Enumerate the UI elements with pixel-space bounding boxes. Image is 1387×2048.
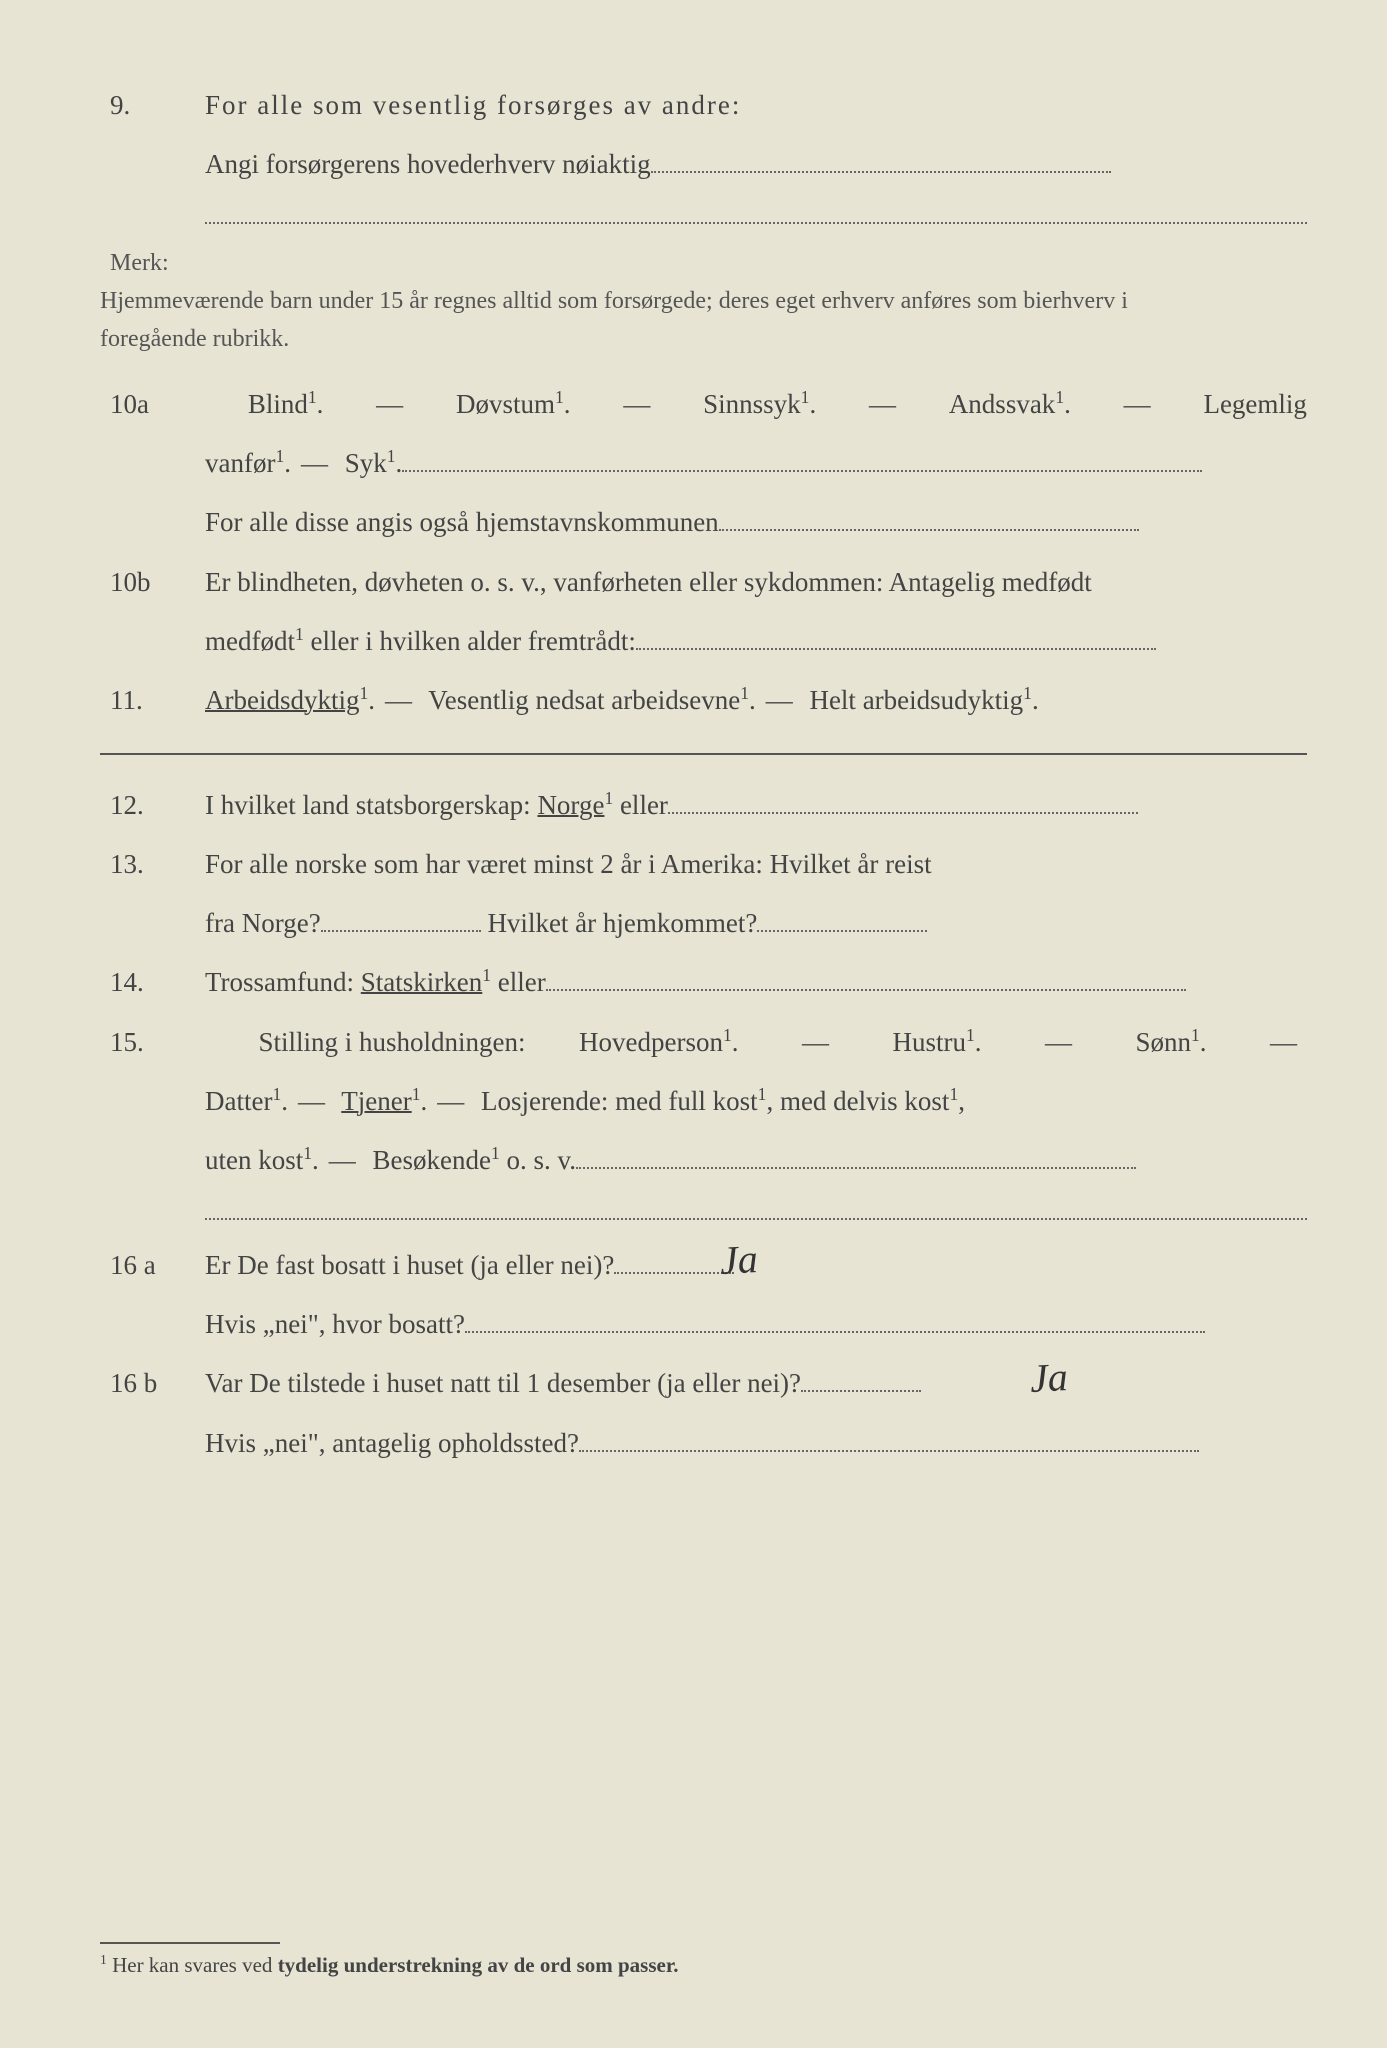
q9-line2: Angi forsørgerens hovederhverv nøiaktig	[205, 149, 651, 179]
q15-opt6c[interactable]: uten kost	[205, 1145, 303, 1175]
q9-num: 9.	[100, 80, 205, 131]
q16b-blank2[interactable]	[579, 1450, 1199, 1452]
q13-line2a: fra Norge?	[205, 908, 321, 938]
footnote-rule	[100, 1942, 280, 1944]
q11-opt3[interactable]: Helt arbeidsudyktig	[809, 685, 1023, 715]
q14-row: 14. Trossamfund: Statskirken1 eller	[100, 957, 1307, 1008]
q10a-opt3[interactable]: Sinnssyk	[703, 389, 801, 419]
q15-opt6b[interactable]: med delvis kost	[780, 1086, 950, 1116]
q15-row2: Datter1.— Tjener1.— Losjerende: med full…	[100, 1076, 1307, 1127]
q10b-num: 10b	[100, 557, 205, 608]
q10b-text2: eller i hvilken alder fremtrådt:	[304, 626, 636, 656]
q10a-row2: vanfør1.— Syk1.	[100, 438, 1307, 489]
q10a-blank2[interactable]	[719, 529, 1139, 531]
q10b-blank[interactable]	[636, 648, 1156, 650]
q9-row2: Angi forsørgerens hovederhverv nøiaktig	[100, 139, 1307, 190]
footnote-text: Her kan svares ved	[112, 1953, 278, 1977]
q10a-num: 10a	[100, 379, 205, 430]
q12-opt1[interactable]: Norge	[537, 790, 604, 820]
q10a-line3: For alle disse angis også hjemstavnskomm…	[205, 507, 719, 537]
q12-blank[interactable]	[668, 812, 1138, 814]
q15-num: 15.	[100, 1017, 205, 1068]
q15-opt7[interactable]: Besøkende	[373, 1145, 491, 1175]
q9-blank-line[interactable]	[205, 221, 1307, 224]
merk-note: Merk: Hjemmeværende barn under 15 år reg…	[100, 244, 1307, 359]
q15-opt6: Losjerende:	[481, 1086, 608, 1116]
q13-blank1[interactable]	[321, 930, 481, 932]
q12-num: 12.	[100, 780, 205, 831]
q15-opt3[interactable]: Sønn	[1135, 1027, 1191, 1057]
q15-opt5[interactable]: Tjener	[341, 1086, 411, 1116]
q13-num: 13.	[100, 839, 205, 890]
q10a-opt2[interactable]: Døvstum	[456, 389, 555, 419]
q16b-line2: Hvis „nei", antagelig opholdssted?	[205, 1428, 579, 1458]
q10a-opt7[interactable]: Syk	[345, 448, 387, 478]
q15-blank[interactable]	[576, 1167, 1136, 1169]
merk-label: Merk:	[100, 244, 205, 282]
q16a-row2: Hvis „nei", hvor bosatt?	[100, 1299, 1307, 1350]
q10a-row1: 10a Blind1. — Døvstum1. — Sinnssyk1. — A…	[100, 379, 1307, 430]
q11-opt2[interactable]: Vesentlig nedsat arbeidsevne	[428, 685, 740, 715]
q10b-row1: 10b Er blindheten, døvheten o. s. v., va…	[100, 557, 1307, 608]
q11-num: 11.	[100, 675, 205, 726]
q13-row2: fra Norge? Hvilket år hjemkommet?	[100, 898, 1307, 949]
q12-row: 12. I hvilket land statsborgerskap: Norg…	[100, 780, 1307, 831]
q16b-answer: Ja	[1028, 1339, 1070, 1417]
q14-text2: eller	[498, 967, 546, 997]
q16a-num: 16 a	[100, 1240, 205, 1291]
q14-num: 14.	[100, 957, 205, 1008]
q15-row3: uten kost1.— Besøkende1 o. s. v.	[100, 1135, 1307, 1186]
q12-text: I hvilket land statsborgerskap:	[205, 790, 531, 820]
q10b-row2: medfødt1 eller i hvilken alder fremtrådt…	[100, 616, 1307, 667]
q10a-opt5[interactable]: Legemlig	[1203, 379, 1306, 430]
q16b-text: Var De tilstede i huset natt til 1 desem…	[205, 1368, 801, 1398]
footnote-bold: tydelig understrekning av de ord som pas…	[278, 1953, 679, 1977]
q16b-row1: 16 b Var De tilstede i huset natt til 1 …	[100, 1358, 1307, 1409]
q10a-opt1[interactable]: Blind	[248, 389, 308, 419]
separator-1	[100, 752, 1307, 755]
q15-suffix: o. s. v.	[507, 1145, 577, 1175]
q15-opt6a[interactable]: med full kost	[615, 1086, 758, 1116]
q9-line1: For alle som vesentlig forsørges av andr…	[205, 80, 1307, 131]
q15-opt1[interactable]: Hovedperson	[579, 1027, 723, 1057]
q16a-answer: Ja	[718, 1221, 760, 1299]
q13-text: For alle norske som har været minst 2 år…	[205, 849, 932, 879]
q11-opt1[interactable]: Arbeidsdyktig	[205, 685, 360, 715]
q15-text: Stilling i husholdningen:	[258, 1017, 525, 1068]
q10a-opt6[interactable]: vanfør	[205, 448, 275, 478]
q16a-blank[interactable]	[614, 1272, 734, 1274]
q13-line2b: Hvilket år hjemkommet?	[487, 908, 757, 938]
q14-text: Trossamfund:	[205, 967, 354, 997]
footnote-sup: 1	[100, 1952, 107, 1967]
merk-text: Hjemmeværende barn under 15 år regnes al…	[100, 282, 1197, 359]
q11-row: 11. Arbeidsdyktig1.— Vesentlig nedsat ar…	[100, 675, 1307, 726]
q10a-blank[interactable]	[402, 470, 1202, 472]
q16b-row2: Hvis „nei", antagelig opholdssted?	[100, 1418, 1307, 1469]
q15-row1: 15. Stilling i husholdningen: Hovedperso…	[100, 1017, 1307, 1068]
q10a-row3: For alle disse angis også hjemstavnskomm…	[100, 497, 1307, 548]
q13-blank2[interactable]	[757, 930, 927, 932]
q16b-num: 16 b	[100, 1358, 205, 1409]
census-form-page: 9. For alle som vesentlig forsørges av a…	[0, 0, 1387, 1517]
q14-opt1[interactable]: Statskirken	[361, 967, 483, 997]
q16a-blank2[interactable]	[465, 1331, 1205, 1333]
q16a-row1: 16 a Er De fast bosatt i huset (ja eller…	[100, 1240, 1307, 1291]
q15-opt2[interactable]: Hustru	[892, 1027, 966, 1057]
q16a-text: Er De fast bosatt i huset (ja eller nei)…	[205, 1250, 614, 1280]
q16a-line2: Hvis „nei", hvor bosatt?	[205, 1309, 465, 1339]
q16b-blank[interactable]	[801, 1390, 921, 1392]
q14-blank[interactable]	[546, 989, 1186, 991]
footnote: 1 Her kan svares ved tydelig understrekn…	[100, 1942, 678, 1978]
q10a-opt4[interactable]: Andssvak	[949, 389, 1056, 419]
q9-row1: 9. For alle som vesentlig forsørges av a…	[100, 80, 1307, 131]
q12-text2: eller	[620, 790, 668, 820]
q10b-text: Er blindheten, døvheten o. s. v., vanfør…	[205, 567, 1092, 597]
q9-blank[interactable]	[651, 171, 1111, 173]
q13-row1: 13. For alle norske som har været minst …	[100, 839, 1307, 890]
q15-blank-line[interactable]	[205, 1217, 1307, 1220]
q15-opt4[interactable]: Datter	[205, 1086, 272, 1116]
